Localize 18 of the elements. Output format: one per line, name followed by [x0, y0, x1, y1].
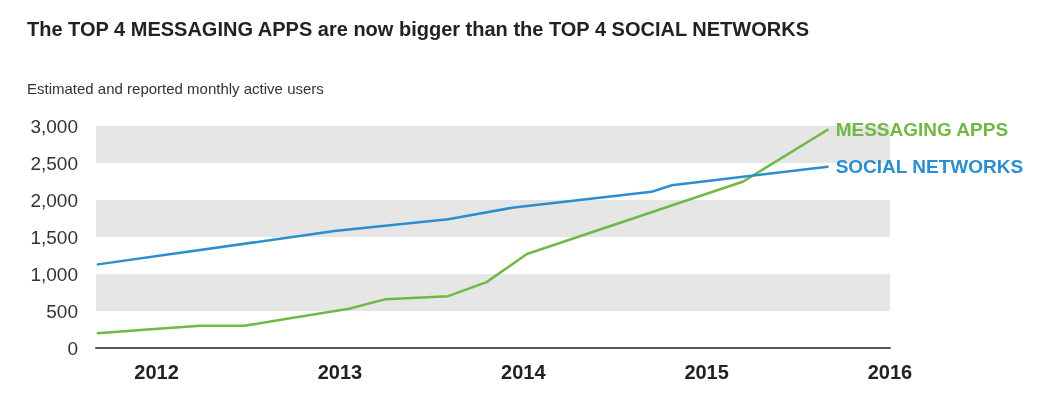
y-tick-label: 2,000 [30, 189, 78, 211]
line-series [96, 165, 829, 266]
series-label: SOCIAL NETWORKS [835, 156, 1024, 178]
series-label: MESSAGING APPS [835, 119, 1009, 141]
y-tick-label: 1,500 [30, 226, 78, 248]
x-tick-label: 2015 [684, 361, 729, 383]
x-tick-label: 2013 [317, 361, 363, 383]
x-tick-label: 2014 [501, 361, 547, 383]
chart-subtitle: Estimated and reported monthly active users [27, 80, 324, 97]
line-series [96, 128, 829, 335]
y-tick-label: 500 [46, 300, 78, 322]
x-tick-label: 2012 [134, 361, 179, 383]
y-tick-label: 2,500 [30, 152, 78, 174]
chart-title: The TOP 4 MESSAGING APPS are now bigger than the TOP 4 SOCIAL NETWORKS [27, 18, 809, 40]
y-tick-label: 3,000 [30, 115, 78, 137]
y-tick-label: 1,000 [30, 263, 78, 285]
x-tick-label: 2016 [867, 361, 913, 383]
y-tick-label: 0 [67, 337, 78, 359]
